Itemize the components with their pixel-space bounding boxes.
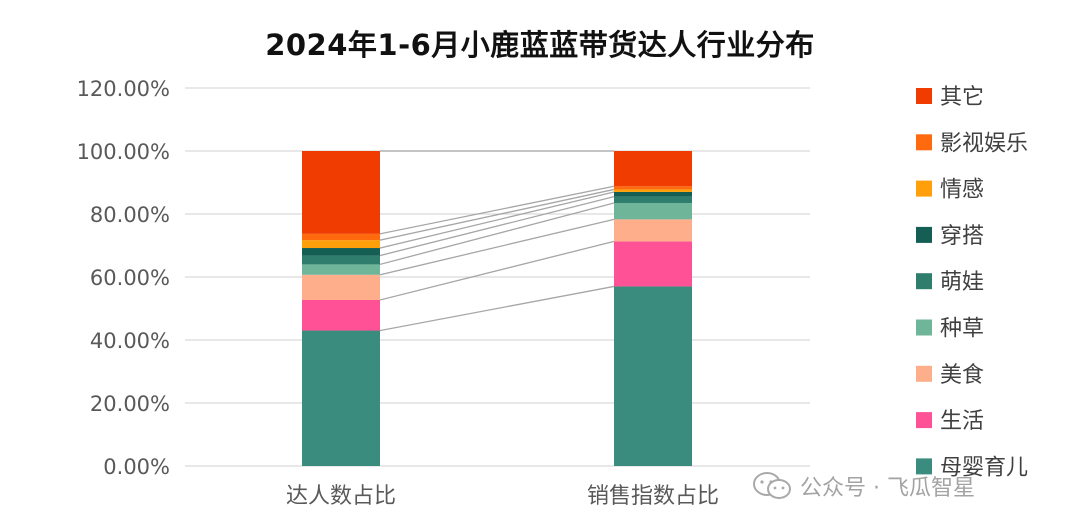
- y-tick-label: 80.00%: [90, 203, 170, 227]
- legend-label: 种草: [940, 317, 984, 342]
- bar-segment: [302, 264, 380, 275]
- legend-swatch: [916, 226, 932, 243]
- series-lines: [379, 150, 615, 332]
- legend-label: 生活: [940, 409, 984, 434]
- legend-label: 母婴育儿: [940, 455, 1028, 480]
- y-tick-label: 60.00%: [90, 266, 170, 290]
- legend-label: 穿搭: [940, 224, 984, 249]
- series-line: [379, 188, 615, 241]
- y-tick-label: 0.00%: [103, 455, 170, 479]
- legend-label: 其它: [940, 85, 984, 110]
- bar-segment: [302, 255, 380, 265]
- bar-segment: [614, 186, 692, 190]
- x-axis-ticks: 达人数占比 销售指数占比: [286, 484, 719, 509]
- bar-segment: [302, 299, 380, 331]
- series-line: [379, 185, 615, 235]
- bar-segment: [614, 219, 692, 242]
- legend-label: 情感: [940, 178, 984, 203]
- series-line: [379, 218, 615, 276]
- bar-segment: [302, 248, 380, 256]
- bar-segment: [614, 189, 692, 192]
- bar-segment: [302, 240, 380, 249]
- x-tick-label: 销售指数占比: [587, 484, 719, 509]
- watermark: 公众号 · 飞瓜智星: [752, 470, 975, 502]
- series-line: [379, 285, 615, 332]
- bar-segment: [614, 286, 692, 466]
- y-tick-label: 100.00%: [77, 140, 170, 164]
- legend-swatch: [916, 365, 932, 382]
- legend-label: 萌娃: [940, 270, 984, 295]
- y-tick-label: 20.00%: [90, 392, 170, 416]
- bar-segment: [614, 196, 692, 203]
- bar-segment: [614, 241, 692, 287]
- watermark-text: 公众号 · 飞瓜智星: [800, 476, 975, 501]
- series-line: [379, 202, 615, 266]
- grid-layer: [185, 87, 810, 467]
- legend-swatch: [916, 412, 932, 429]
- legend-swatch: [916, 180, 932, 197]
- legend-swatch: [916, 273, 932, 290]
- bar-segment: [614, 202, 692, 220]
- legend-swatch: [916, 134, 932, 151]
- wechat-icon: [753, 472, 791, 499]
- bars: [302, 151, 692, 466]
- legend-label: 影视娱乐: [940, 131, 1028, 156]
- bar-segment: [614, 191, 692, 197]
- bar-segment: [302, 330, 380, 466]
- bar-segment: [302, 274, 380, 300]
- x-tick-label: 达人数占比: [286, 484, 396, 509]
- series-line: [379, 240, 615, 301]
- y-tick-label: 120.00%: [77, 77, 170, 101]
- y-axis-ticks: 0.00% 20.00% 40.00% 60.00% 80.00% 100.00% 120.…: [77, 77, 170, 479]
- chart-title: 2024年1-6月小鹿蓝蓝带货达人行业分布: [265, 28, 815, 62]
- legend-label: 美食: [940, 363, 984, 388]
- legend-swatch: [916, 458, 932, 475]
- y-tick-label: 40.00%: [90, 329, 170, 353]
- bar-segment: [302, 151, 380, 234]
- bar-segment: [302, 233, 380, 241]
- legend-swatch: [916, 88, 932, 104]
- legend-swatch: [916, 319, 932, 336]
- bar-segment: [614, 151, 692, 187]
- series-line: [379, 196, 615, 257]
- series-line: [379, 191, 615, 249]
